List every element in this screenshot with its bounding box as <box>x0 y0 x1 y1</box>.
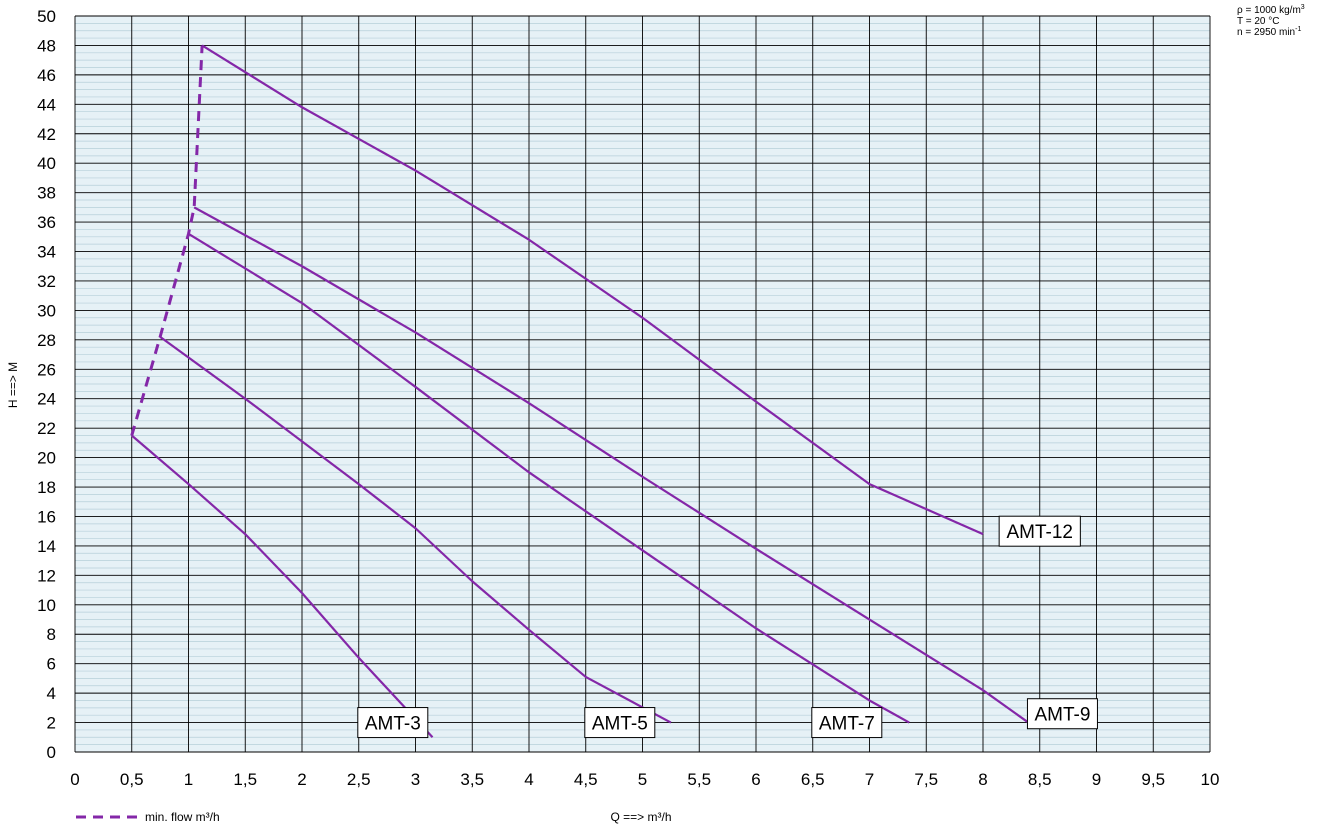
x-tick-labels: 0 0,5 1 1,5 2 2,5 3 3,5 4 4,5 5 5,5 6 6,5 7 7,5 8 8,5 9 9,5… <box>70 770 1219 789</box>
y-tick-label: 48 <box>37 36 56 55</box>
x-tick-label: 5,5 <box>687 770 711 789</box>
y-tick-label: 4 <box>47 684 56 703</box>
condition-text: T = 20 °C <box>1237 16 1279 27</box>
y-tick-label: 22 <box>37 419 56 438</box>
x-tick-label: 8,5 <box>1028 770 1052 789</box>
x-tick-label: 6,5 <box>801 770 825 789</box>
curve-label-box <box>998 515 1081 547</box>
x-tick-label: 0,5 <box>120 770 144 789</box>
legend-min-flow-label: min. flow m³/h <box>145 810 220 824</box>
min-flow-polyline <box>130 45 204 436</box>
condition-text: ρ = 1000 kg/m3 <box>1237 4 1305 16</box>
y-tick-label: 34 <box>37 243 56 262</box>
legend: min. flow m³/h <box>76 810 220 824</box>
x-tick-label: 3,5 <box>460 770 484 789</box>
x-tick-label: 3 <box>411 770 420 789</box>
x-tick-label: 1,5 <box>233 770 257 789</box>
y-tick-label: 38 <box>37 184 56 203</box>
curve-labels: AMT-3 AMT-5 AMT-7 AMT-9 AMT-12 <box>357 515 1098 739</box>
x-tick-label: 0 <box>70 770 79 789</box>
x-tick-label: 7 <box>865 770 874 789</box>
curve-label: AMT-9 <box>1034 705 1090 726</box>
y-tick-label: 40 <box>37 154 56 173</box>
y-tick-label: 14 <box>37 537 56 556</box>
curve-amt-3 <box>131 434 434 739</box>
curve-label: AMT-12 <box>1006 522 1073 543</box>
y-tick-label: 28 <box>37 331 56 350</box>
y-tick-label: 24 <box>37 390 56 409</box>
curve-amt-9 <box>193 206 1030 724</box>
condition-text: n = 2950 min-1 <box>1237 26 1301 38</box>
curve-label-box <box>1026 698 1098 730</box>
curve-amt-5 <box>159 336 672 724</box>
curve-label-box <box>811 707 883 739</box>
y-tick-label: 18 <box>37 478 56 497</box>
x-tick-label: 10 <box>1201 770 1220 789</box>
x-tick-label: 7,5 <box>914 770 938 789</box>
y-tick-label: 50 <box>37 7 56 26</box>
x-tick-label: 8 <box>978 770 987 789</box>
x-tick-label: 9 <box>1092 770 1101 789</box>
y-tick-label: 20 <box>37 449 56 468</box>
y-tick-label: 42 <box>37 125 56 144</box>
x-axis-label: Q ==> m³/h <box>610 810 671 824</box>
x-tick-label: 5 <box>638 770 647 789</box>
y-tick-label: 16 <box>37 507 56 526</box>
y-tick-label: 36 <box>37 213 56 232</box>
y-tick-label: 44 <box>37 95 56 114</box>
x-tick-label: 6 <box>751 770 760 789</box>
major-grid <box>74 15 1211 753</box>
x-tick-label: 9,5 <box>1141 770 1165 789</box>
curve-amt-7 <box>187 232 910 724</box>
y-tick-label: 8 <box>47 625 56 644</box>
y-tick-label: 6 <box>47 655 56 674</box>
y-tick-label: 32 <box>37 272 56 291</box>
operating-conditions: ρ = 1000 kg/m3T = 20 °Cn = 2950 min-1 <box>1237 4 1305 38</box>
y-tick-label: 0 <box>47 743 56 762</box>
curve-label-box <box>584 707 656 739</box>
curves <box>131 44 1030 739</box>
y-tick-label: 10 <box>37 596 56 615</box>
curve-label: AMT-3 <box>365 714 421 735</box>
min-flow-line <box>130 45 204 436</box>
x-tick-label: 4 <box>524 770 533 789</box>
x-tick-label: 4,5 <box>574 770 598 789</box>
y-tick-labels: 0246810121416182022242628303234363840424… <box>37 7 56 762</box>
y-tick-label: 12 <box>37 566 56 585</box>
x-tick-label: 1 <box>184 770 193 789</box>
curve-label: AMT-5 <box>592 714 648 735</box>
x-tick-label: 2 <box>297 770 306 789</box>
y-tick-label: 30 <box>37 301 56 320</box>
y-tick-label: 26 <box>37 360 56 379</box>
y-tick-label: 46 <box>37 66 56 85</box>
y-tick-label: 2 <box>47 714 56 733</box>
curve-label-box <box>357 707 429 739</box>
curve-label: AMT-7 <box>819 714 875 735</box>
x-tick-label: 2,5 <box>347 770 371 789</box>
y-axis-label: H ==> M <box>6 362 20 408</box>
curve-amt-12 <box>201 44 984 536</box>
